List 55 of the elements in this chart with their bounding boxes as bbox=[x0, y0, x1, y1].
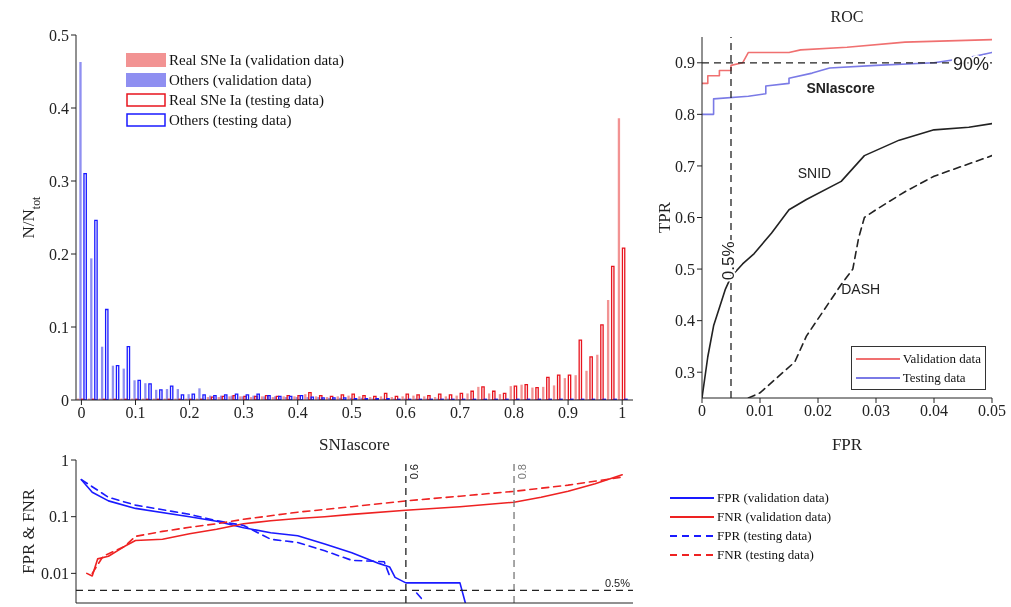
x-tick-label: 0 bbox=[77, 404, 86, 422]
y-tick-label: 0.5 bbox=[675, 260, 695, 278]
legend-label: FNR (testing data) bbox=[717, 546, 814, 564]
x-tick-label: 0.1 bbox=[125, 404, 146, 422]
legend-label: FPR (testing data) bbox=[717, 527, 812, 545]
chart-title: ROC bbox=[829, 8, 865, 26]
y-axis-title: FPR & FNR bbox=[18, 488, 38, 575]
legend-label: FNR (validation data) bbox=[717, 508, 832, 526]
y-tick-label: 0.6 bbox=[675, 209, 695, 227]
ref-line-label: 0.5% bbox=[719, 241, 738, 281]
x-tick-label: 0.03 bbox=[862, 402, 890, 420]
x-tick-label: 0.8 bbox=[504, 404, 525, 422]
x-tick-label: 0 bbox=[698, 402, 706, 420]
x-tick-label: 0.01 bbox=[746, 402, 774, 420]
y-tick-label: 0.3 bbox=[675, 363, 695, 381]
x-tick-label: 0.02 bbox=[804, 402, 832, 420]
y-tick-label: 0.4 bbox=[675, 312, 695, 330]
x-tick-label: 0.05 bbox=[978, 402, 1006, 420]
x-tick-label: 0.04 bbox=[920, 402, 948, 420]
legend-label: Real SNe Ia (testing data) bbox=[169, 91, 324, 110]
x-axis-title: SNIascore bbox=[319, 435, 390, 454]
legend-label: Validation data bbox=[902, 350, 981, 368]
y-tick-label: 0.8 bbox=[675, 106, 695, 124]
y-axis-title: TPR bbox=[654, 201, 674, 234]
x-tick-label: 0.5 bbox=[341, 404, 362, 422]
legend-label: Real SNe Ia (validation data) bbox=[169, 51, 344, 70]
annotation: SNID bbox=[797, 165, 832, 182]
x-tick-label: 0.3 bbox=[233, 404, 254, 422]
legend-label: Others (testing data) bbox=[169, 111, 292, 130]
ref-line-label: 0.8 bbox=[516, 464, 529, 480]
legend-label: Others (validation data) bbox=[169, 71, 312, 90]
y-tick-label: 0.01 bbox=[41, 565, 69, 583]
y-tick-label: 1 bbox=[61, 451, 69, 469]
ref-line-label: 0.6 bbox=[407, 464, 420, 480]
y-tick-label: 0.4 bbox=[49, 99, 69, 117]
y-tick-label: 0.9 bbox=[675, 54, 695, 72]
y-tick-label: 0.1 bbox=[49, 508, 69, 526]
y-tick-label: 0 bbox=[61, 391, 69, 409]
x-tick-label: 1 bbox=[618, 404, 627, 422]
annotation: SNIascore bbox=[806, 79, 875, 96]
y-tick-label: 0.7 bbox=[675, 157, 695, 175]
ref-line-label: 0.5% bbox=[604, 577, 631, 590]
y-tick-label: 0.5 bbox=[49, 26, 69, 44]
annotation: DASH bbox=[841, 280, 881, 297]
y-tick-label: 0.2 bbox=[49, 245, 69, 263]
y-tick-label: 0.1 bbox=[49, 318, 69, 336]
y-tick-label: 0.3 bbox=[49, 172, 69, 190]
x-tick-label: 0.4 bbox=[287, 404, 308, 422]
x-tick-label: 0.2 bbox=[179, 404, 200, 422]
x-tick-label: 0.9 bbox=[558, 404, 579, 422]
x-axis-title: FPR bbox=[831, 435, 863, 454]
x-tick-label: 0.7 bbox=[449, 404, 470, 422]
legend-label: Testing data bbox=[902, 369, 966, 387]
legend-label: FPR (validation data) bbox=[717, 489, 829, 507]
x-tick-label: 0.6 bbox=[395, 404, 416, 422]
